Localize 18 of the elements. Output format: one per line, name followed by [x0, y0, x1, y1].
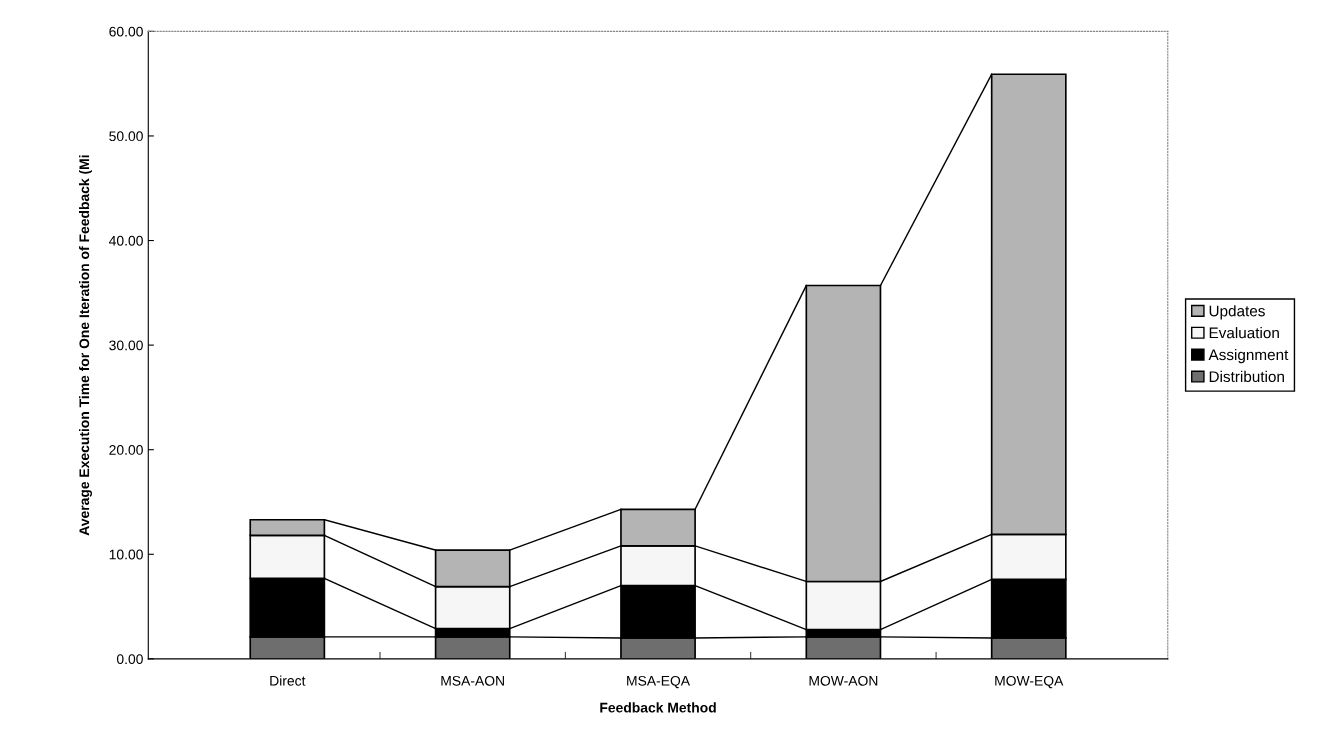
y-tick-label: 0.00: [116, 654, 143, 665]
y-tick-label: 50.00: [109, 131, 143, 142]
x-tick-label: MOW-AON: [809, 675, 878, 686]
y-axis-title: Average Execution Time for One Iteration of Feedback (Mi: [79, 155, 93, 536]
y-tick-label: 20.00: [109, 445, 143, 455]
x-tick-label: MSA-EQA: [627, 675, 691, 689]
legend-label: Updates: [1209, 305, 1265, 320]
y-tick-label: 10.00: [109, 549, 143, 560]
x-axis-title: Feedback Method: [600, 702, 716, 713]
x-tick-label: MOW-EQA: [995, 675, 1064, 689]
legend-label: Assignment: [1208, 348, 1289, 364]
y-tick-label: 30.00: [109, 340, 143, 351]
legend-label: Distribution: [1209, 370, 1284, 383]
y-tick-label: 60.00: [109, 26, 143, 37]
y-tick-label: 40.00: [108, 235, 143, 246]
x-tick-label: Direct: [270, 675, 306, 686]
legend-label: Evaluation: [1209, 327, 1279, 339]
x-tick-label: MSA-AON: [441, 675, 504, 686]
